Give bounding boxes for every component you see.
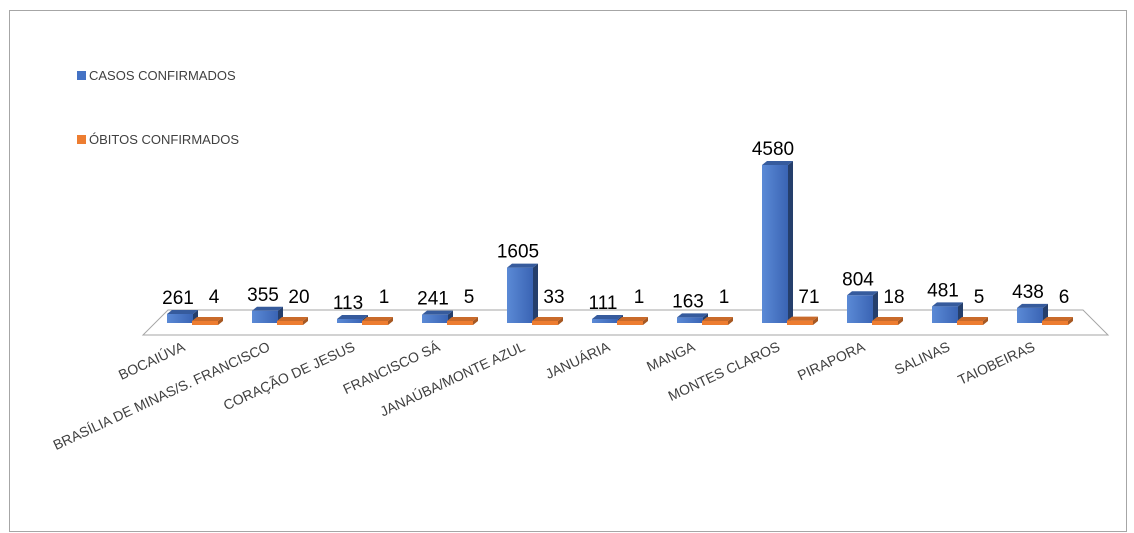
obitos-bar (957, 321, 983, 325)
category-label: MANGA (644, 338, 698, 374)
obitos-bar-side (558, 317, 563, 325)
casos-data-label: 804 (842, 269, 874, 290)
casos-data-label: 163 (672, 291, 704, 312)
obitos-data-label: 5 (464, 287, 475, 308)
casos-bar (252, 310, 278, 323)
casos-bar-top (1017, 303, 1048, 308)
obitos-bar (362, 321, 388, 325)
casos-bar (932, 306, 958, 323)
obitos-data-label: 71 (798, 287, 819, 308)
obitos-bar-side (643, 317, 648, 325)
casos-bar-top (677, 313, 708, 318)
legend-swatch-series-1 (77, 71, 86, 80)
obitos-data-label: 4 (209, 287, 220, 308)
obitos-data-label: 1 (379, 287, 390, 308)
obitos-bar-side (813, 316, 818, 325)
obitos-bar (532, 321, 558, 325)
obitos-bar (1042, 321, 1068, 325)
obitos-bar (447, 321, 473, 325)
obitos-bar-top (447, 317, 478, 321)
obitos-data-label: 6 (1059, 287, 1070, 308)
obitos-bar-side (898, 317, 903, 325)
category-label: SALINAS (892, 338, 952, 377)
casos-data-label: 111 (589, 293, 618, 314)
category-label: PIRAPORA (795, 338, 868, 383)
casos-bar (337, 319, 363, 323)
casos-data-label: 438 (1012, 282, 1044, 303)
obitos-data-label: 18 (883, 287, 904, 308)
casos-bar-top (507, 263, 538, 268)
casos-bar-top (847, 291, 878, 296)
casos-bar (677, 317, 703, 323)
obitos-data-label: 33 (543, 287, 564, 308)
obitos-bar (277, 321, 303, 325)
casos-bar (422, 314, 448, 323)
legend-item-series-2: ÓBITOS CONFIRMADOS (77, 132, 239, 147)
obitos-bar-top (532, 317, 563, 321)
casos-bar (762, 165, 788, 323)
obitos-bar-top (362, 317, 393, 321)
category-label: BOCAIÚVA (116, 338, 188, 383)
legend-label-series-1: CASOS CONFIRMADOS (89, 68, 236, 83)
casos-data-label: 355 (247, 285, 279, 306)
casos-bar-side (788, 161, 793, 323)
casos-bar-side (873, 291, 878, 323)
casos-bar-top (167, 309, 198, 314)
category-label: JANUÁRIA (543, 338, 613, 382)
casos-bar-top (592, 315, 623, 319)
obitos-bar-top (702, 317, 733, 321)
casos-bar-top (337, 315, 368, 319)
obitos-bar-side (303, 317, 308, 325)
obitos-bar-side (218, 317, 223, 325)
obitos-bar (617, 321, 643, 325)
obitos-bar-top (1042, 317, 1073, 321)
casos-bar-top (422, 310, 453, 315)
obitos-data-label: 20 (288, 287, 309, 308)
casos-bar-top (252, 306, 283, 311)
legend-item-series-1: CASOS CONFIRMADOS (77, 68, 236, 83)
obitos-data-label: 1 (634, 287, 645, 308)
casos-bar (592, 319, 618, 323)
obitos-data-label: 5 (974, 287, 985, 308)
category-label: JANAÚBA/MONTE AZUL (377, 338, 527, 419)
obitos-bar-top (872, 317, 903, 321)
casos-data-label: 241 (417, 289, 449, 310)
casos-data-label: 261 (162, 288, 194, 309)
obitos-bar (787, 320, 813, 325)
obitos-bar-side (983, 317, 988, 325)
casos-data-label: 1605 (497, 242, 539, 263)
obitos-bar-top (957, 317, 988, 321)
obitos-bar-side (388, 317, 393, 325)
obitos-bar-top (192, 317, 223, 321)
casos-bar (167, 313, 193, 323)
obitos-bar-side (473, 317, 478, 325)
chart-frame (9, 10, 1127, 532)
obitos-bar-top (787, 316, 818, 321)
obitos-bar-side (728, 317, 733, 325)
casos-bar (1017, 307, 1043, 323)
obitos-bar-top (277, 317, 308, 321)
legend-swatch-series-2 (77, 135, 86, 144)
casos-data-label: 4580 (752, 139, 794, 160)
obitos-bar (702, 321, 728, 325)
obitos-bar-top (617, 317, 648, 321)
obitos-data-label: 1 (719, 287, 730, 308)
casos-bar-top (932, 302, 963, 307)
obitos-bar (872, 321, 898, 325)
casos-data-label: 113 (333, 293, 363, 314)
casos-bar-top (762, 161, 793, 165)
casos-bar (847, 295, 873, 323)
obitos-bar-side (1068, 317, 1073, 325)
casos-data-label: 481 (927, 280, 959, 301)
obitos-bar (192, 321, 218, 325)
legend-label-series-2: ÓBITOS CONFIRMADOS (89, 132, 239, 147)
casos-bar (507, 267, 533, 323)
casos-bar-side (533, 263, 538, 323)
category-label: TAIOBEIRAS (955, 338, 1037, 388)
